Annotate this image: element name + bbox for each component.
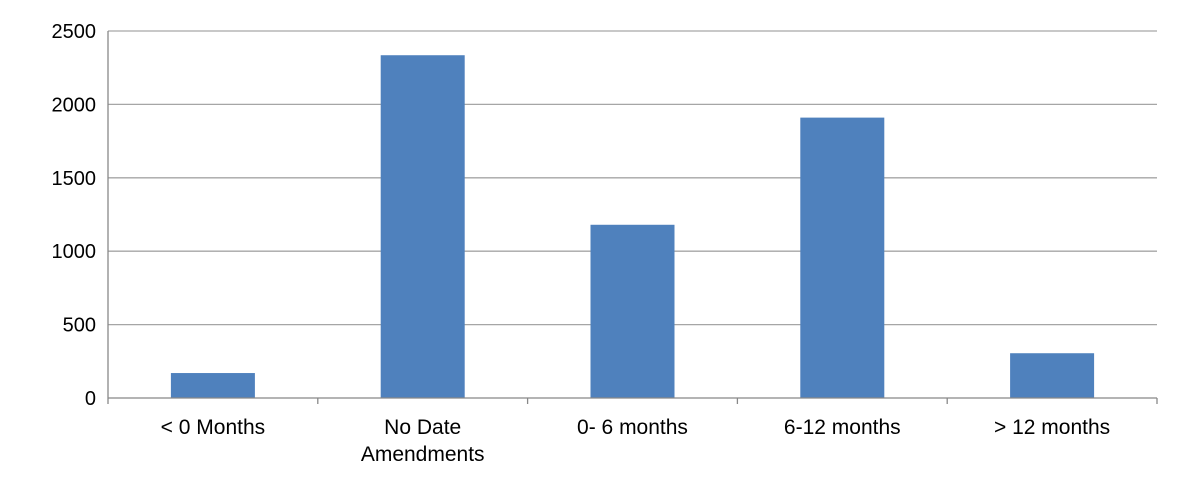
bar [1010,353,1095,398]
y-tick-label: 0 [85,388,96,410]
bar [800,117,885,398]
y-tick-label: 2500 [52,21,97,43]
gridlines [108,30,1157,326]
x-category-label-line: > 12 months [994,416,1110,439]
x-category-label: 0- 6 months [577,416,688,439]
x-category-label-line: 6-12 months [784,416,901,439]
bar [590,224,675,398]
y-tick-label: 1500 [52,168,97,190]
x-category-label: 6-12 months [784,416,901,439]
x-category-label-line: < 0 Months [161,416,265,439]
axes [107,31,1158,404]
x-category-label: < 0 Months [161,416,265,439]
y-tick-label: 500 [63,315,96,337]
x-category-label: > 12 months [994,416,1110,439]
y-tick-label: 1000 [52,241,97,263]
x-category-label-line: 0- 6 months [577,416,688,439]
x-category-labels: < 0 Months No Date Amendments 0- 6 months 6-… [161,416,1111,466]
x-category-label: No Date Amendments [361,416,485,466]
x-category-label-line: Amendments [361,443,485,466]
y-tick-labels: 0 500 1000 1500 2000 2500 [52,21,97,410]
x-category-label-line: No Date [384,416,461,439]
bar [380,55,465,399]
y-tick-label: 2000 [52,94,97,116]
bars [170,55,1095,399]
bar [170,373,255,398]
